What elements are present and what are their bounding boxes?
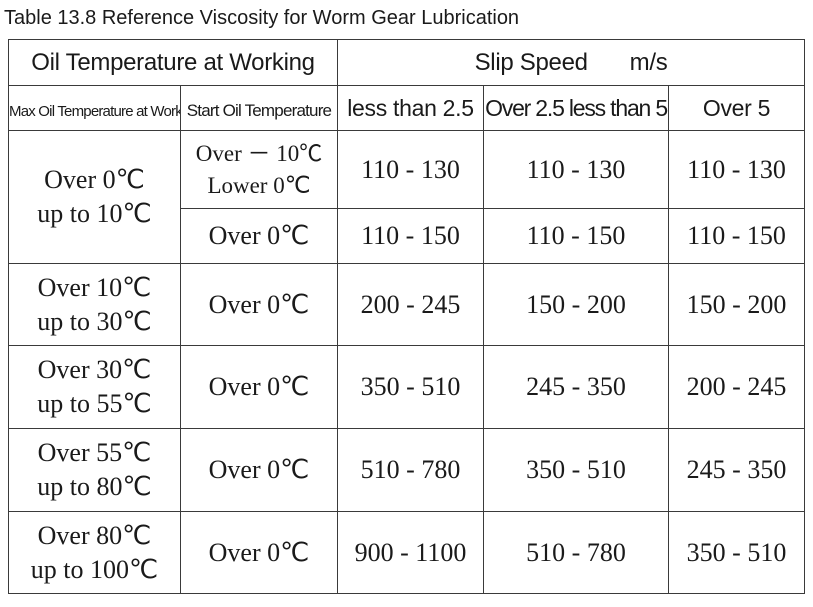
start-temp-cell: Over － 10℃ Lower 0℃	[180, 130, 338, 209]
header-max-oil-temp-label: Max Oil Temperature at Working	[9, 102, 181, 120]
header-row-1: Oil Temperature at Working Slip Speed m/s	[8, 39, 806, 86]
max-temp-line2: up to 80℃	[37, 472, 152, 501]
viscosity-cell: 110 - 150	[667, 208, 806, 264]
header-speed-less-2-5-label: less than 2.5	[347, 94, 474, 121]
start-temp-cell: Over 0℃	[180, 345, 338, 429]
viscosity-cell: 150 - 200	[667, 263, 806, 346]
viscosity-cell: 110 - 150	[483, 208, 669, 264]
table-row: Over 10℃ up to 30℃ Over 0℃ 200 - 245 150…	[8, 263, 806, 346]
viscosity-cell: 110 - 130	[483, 130, 669, 209]
table-caption: Table 13.8 Reference Viscosity for Worm …	[4, 7, 520, 29]
max-temp-cell: Over 0℃ up to 10℃	[8, 130, 181, 264]
viscosity-cell: 900 - 1100	[337, 511, 484, 594]
header-speed-over-5-label: Over 5	[702, 94, 771, 121]
header-row-2: Max Oil Temperature at Working Start Oil…	[8, 85, 806, 131]
table-row: Over 55℃ up to 80℃ Over 0℃ 510 - 780 350…	[8, 428, 806, 512]
max-temp-line1: Over 10℃	[37, 272, 152, 302]
viscosity-cell: 150 - 200	[483, 263, 669, 346]
viscosity-cell: 350 - 510	[667, 511, 806, 594]
start-temp-cell: Over 0℃	[180, 263, 338, 346]
header-start-oil-temp-label: Start Oil Temperature	[186, 100, 332, 120]
max-temp-line2: up to 100℃	[30, 554, 159, 584]
header-start-oil-temp: Start Oil Temperature	[180, 85, 338, 131]
header-slip-speed-unit: m/s	[629, 48, 668, 76]
max-temp-cell: Over 80℃ up to 100℃	[8, 511, 181, 594]
header-speed-less-2-5: less than 2.5	[337, 85, 484, 131]
max-temp-line2: up to 10℃	[37, 199, 152, 228]
viscosity-cell: 200 - 245	[337, 263, 484, 346]
header-oil-temp-working-label: Oil Temperature at Working	[31, 48, 315, 76]
viscosity-table: Oil Temperature at Working Slip Speed m/s…	[8, 39, 806, 594]
max-temp-cell: Over 30℃ up to 55℃	[8, 345, 181, 429]
start-temp-cell: Over 0℃	[180, 511, 338, 594]
viscosity-cell: 245 - 350	[483, 345, 669, 429]
header-speed-2-5-to-5-label: Over 2.5 less than 5	[485, 94, 667, 121]
start-temp-cell: Over 0℃	[180, 208, 338, 264]
max-temp-line2: up to 55℃	[37, 389, 152, 418]
max-temp-line1: Over 0℃	[44, 165, 145, 194]
viscosity-cell: 110 - 130	[667, 130, 806, 209]
max-temp-line1: Over 55℃	[37, 438, 152, 467]
header-max-oil-temp: Max Oil Temperature at Working	[8, 85, 181, 131]
max-temp-cell: Over 55℃ up to 80℃	[8, 428, 181, 512]
start-temp-cell: Over 0℃	[180, 428, 338, 512]
header-slip-speed-label: Slip Speed	[474, 48, 588, 76]
table-row: Over 80℃ up to 100℃ Over 0℃ 900 - 1100 5…	[8, 511, 806, 594]
max-temp-cell: Over 10℃ up to 30℃	[8, 263, 181, 346]
table-row: Over 0℃ up to 10℃ Over － 10℃ Lower 0℃ 11…	[8, 130, 806, 264]
viscosity-cell: 245 - 350	[667, 428, 806, 512]
table-row: Over 30℃ up to 55℃ Over 0℃ 350 - 510 245…	[8, 345, 806, 429]
viscosity-cell: 510 - 780	[483, 511, 669, 594]
viscosity-cell: 350 - 510	[483, 428, 669, 512]
header-slip-speed: Slip Speed m/s	[336, 39, 806, 86]
header-speed-over-5: Over 5	[667, 85, 806, 131]
viscosity-cell: 110 - 130	[337, 130, 484, 209]
viscosity-cell: 510 - 780	[337, 428, 484, 512]
start-temp-line1: Over － 10℃	[195, 140, 323, 166]
viscosity-cell: 200 - 245	[667, 345, 806, 429]
header-speed-2-5-to-5: Over 2.5 less than 5	[483, 85, 669, 131]
max-temp-line2: up to 30℃	[37, 306, 152, 336]
max-temp-line1: Over 30℃	[37, 355, 152, 384]
start-temp-line2: Lower 0℃	[207, 172, 311, 198]
viscosity-cell: 110 - 150	[337, 208, 484, 264]
max-temp-line1: Over 80℃	[37, 520, 152, 550]
viscosity-cell: 350 - 510	[337, 345, 484, 429]
header-oil-temp-working: Oil Temperature at Working	[8, 39, 338, 86]
